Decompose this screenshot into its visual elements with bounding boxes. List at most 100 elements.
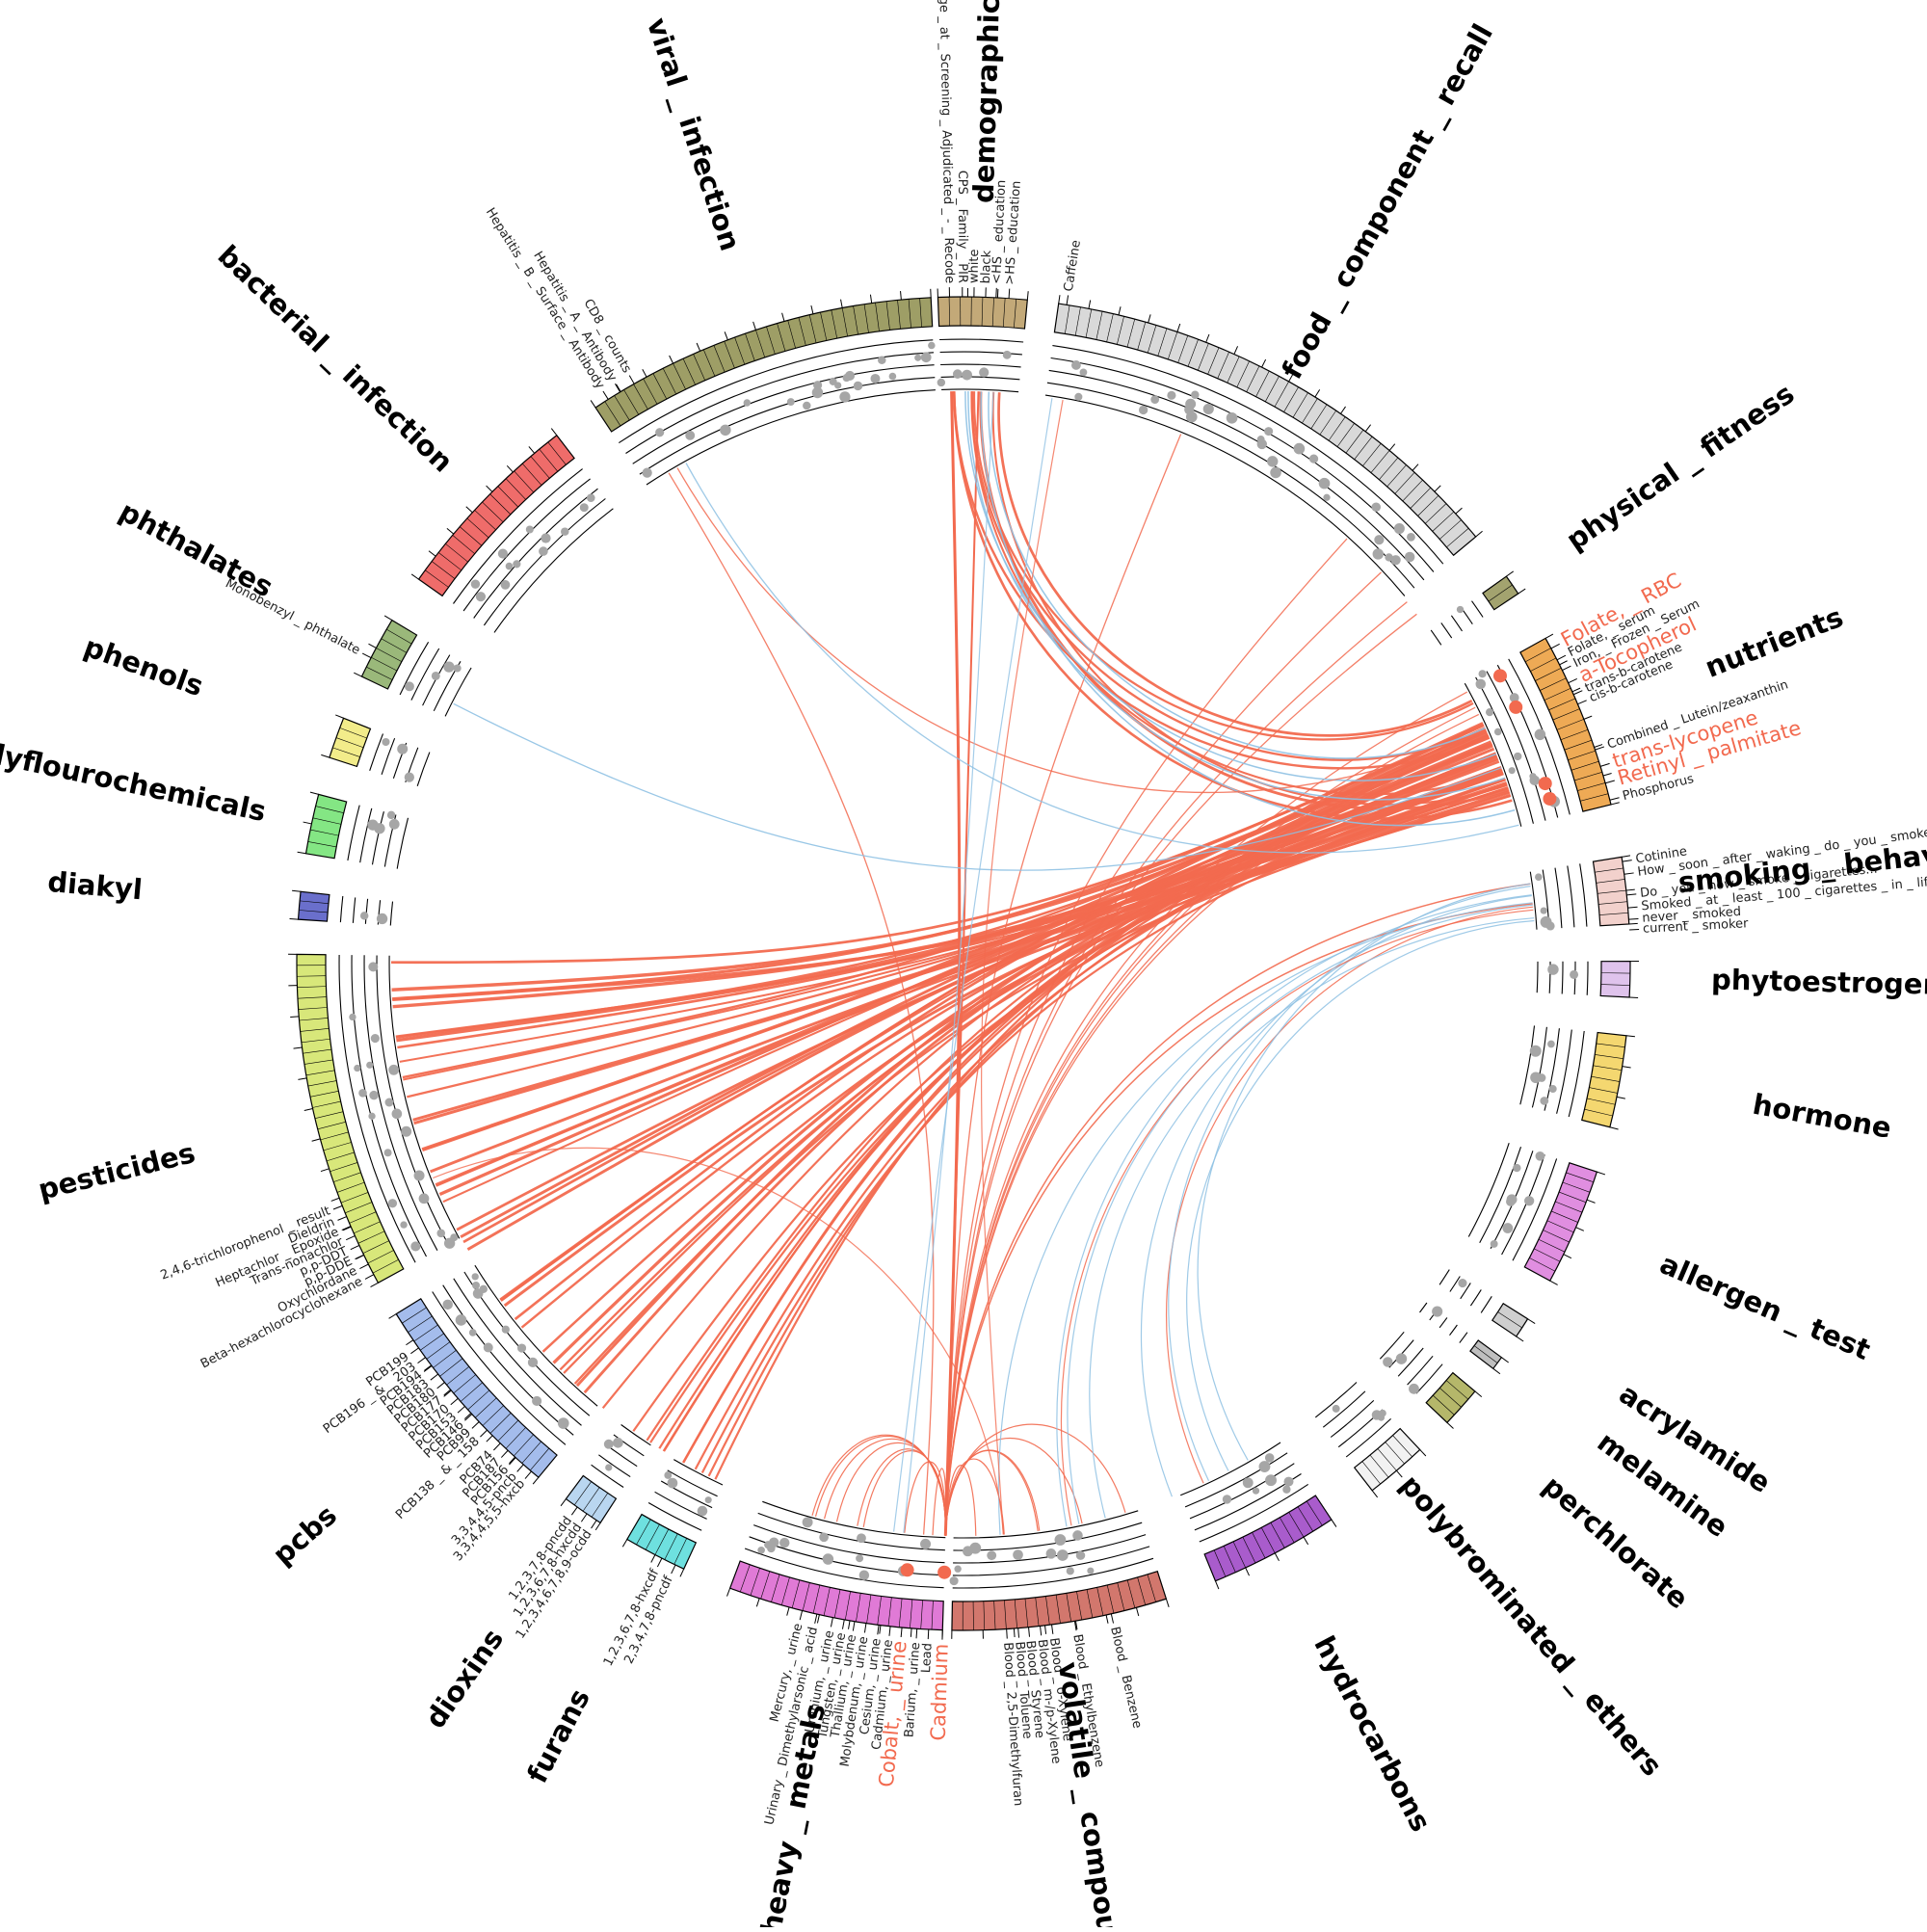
- heavy-metals-tick: [787, 1607, 789, 1616]
- phytoestrogens-point: [1547, 964, 1558, 974]
- variable-label-tick: [437, 1383, 445, 1389]
- pesticides-point: [436, 1230, 445, 1238]
- highlighted-variable-point: [1509, 701, 1522, 714]
- variable-label-tick: [1605, 781, 1615, 783]
- food-component-recall-tick: [1315, 389, 1320, 397]
- category-label-polyflourochemicals: polyflourochemicals: [0, 729, 269, 828]
- volatile-compounds-point: [1072, 1530, 1083, 1541]
- nutrients-point: [1475, 679, 1486, 690]
- bacterial-infection-point: [498, 548, 508, 558]
- physical-fitness-ring-2: [1451, 616, 1462, 631]
- food-component-recall-tick: [1089, 300, 1091, 308]
- pesticides-point: [366, 1062, 373, 1069]
- variable-label-tick: [493, 1443, 500, 1450]
- variable-label-tick: [431, 1374, 438, 1380]
- hydrocarbons-tick: [1246, 1568, 1250, 1575]
- smoking-behavior-point: [1541, 907, 1547, 913]
- variable-label-tick: [916, 1628, 917, 1638]
- pesticides-point: [384, 1149, 392, 1156]
- food-component-recall-tick: [1206, 334, 1209, 342]
- food-component-recall-tick: [1476, 531, 1483, 537]
- positive-link: [664, 746, 1492, 1451]
- perchlorate-tick: [1447, 1422, 1454, 1428]
- category-label-bacterial-infection: bacterial _ infection: [212, 239, 460, 479]
- diakyl-ring-0: [390, 902, 392, 926]
- hormone-tick: [1623, 1067, 1631, 1068]
- diakyl-ring-4: [340, 896, 342, 922]
- variable-label-tick: [842, 1620, 844, 1629]
- volatile-compounds-point: [950, 1576, 959, 1585]
- demographics-point: [953, 369, 963, 379]
- category-label-food-component-recall: food _ component _ recall: [1275, 18, 1499, 384]
- pcbs-tick: [487, 1436, 492, 1442]
- pesticides-point: [354, 1065, 360, 1072]
- heavy-metals-point: [823, 1553, 833, 1564]
- pesticides-point: [401, 1126, 411, 1137]
- variable-label-tick: [418, 1358, 426, 1363]
- acrylamide-tick: [1528, 1319, 1536, 1324]
- pesticides-point: [392, 1109, 403, 1120]
- phthalates-ring-0: [445, 668, 471, 716]
- nutrients-tick: [1603, 773, 1612, 776]
- variable-label-tick: [1626, 894, 1636, 895]
- positive-link: [683, 754, 1495, 1463]
- allergen-test-tick: [1597, 1172, 1605, 1175]
- viral-infection-point: [889, 373, 897, 381]
- demographics-point: [1003, 351, 1012, 359]
- polybrominated-ethers-tick: [1396, 1470, 1402, 1477]
- smoking-behavior-tick: [1626, 889, 1635, 890]
- variable-label-tick: [517, 1465, 524, 1472]
- diakyl-tick: [290, 919, 299, 920]
- nutrients-point: [1535, 729, 1546, 741]
- phenols-tick: [335, 715, 343, 718]
- dioxins-point: [604, 1440, 614, 1449]
- viral-infection-ring-1: [640, 378, 935, 475]
- volatile-compounds-tick: [1045, 1626, 1046, 1634]
- heavy-metals-tick: [880, 1626, 881, 1634]
- pcbs-point: [502, 1326, 510, 1334]
- perchlorate-point: [1409, 1384, 1419, 1394]
- volatile-compounds-ring-1: [953, 1522, 1142, 1550]
- nutrients-tick: [1560, 661, 1568, 665]
- pcbs-point: [472, 1273, 479, 1280]
- variable-label: Beta-hexachlorocyclohexane: [198, 1275, 365, 1372]
- variable-label-tick: [333, 1205, 342, 1209]
- nutrients-point: [1514, 753, 1521, 760]
- link: [1057, 895, 1532, 1527]
- bacterial-infection-tick: [551, 429, 556, 436]
- pesticides-point: [410, 1241, 420, 1251]
- positive-link: [575, 793, 1510, 1384]
- furans-ring-3: [655, 1492, 707, 1519]
- pesticides-point: [369, 1091, 378, 1099]
- melamine-ring-3: [1450, 1325, 1458, 1336]
- heavy-metals-point: [779, 1538, 789, 1548]
- diakyl-ring-3: [353, 897, 355, 923]
- pcbs-tick: [509, 1457, 515, 1464]
- food-component-recall-tick: [1148, 314, 1150, 323]
- demographics-point: [979, 367, 989, 377]
- heavy-metals-tick: [727, 1588, 730, 1596]
- variable-label-tick: [365, 1275, 374, 1280]
- pesticides-tick: [290, 1017, 299, 1018]
- melamine-ring-4: [1460, 1333, 1467, 1343]
- bacterial-infection-tick: [529, 446, 535, 453]
- variable-label: Blood _ Benzene: [1107, 1626, 1144, 1730]
- bacterial-infection-point: [539, 546, 548, 556]
- food-component-recall-tick: [1059, 295, 1060, 304]
- acrylamide-point: [1458, 1279, 1466, 1287]
- food-component-recall-tick: [1365, 425, 1370, 432]
- variable-label-tick: [1610, 798, 1620, 800]
- variable-label-tick: [480, 1430, 487, 1437]
- allergen-test-tick: [1587, 1200, 1595, 1203]
- link: [1090, 918, 1534, 1519]
- smoking-behavior-tick: [1622, 856, 1630, 857]
- viral-infection-point: [685, 431, 695, 440]
- phthalates-point: [405, 681, 414, 691]
- viral-infection-tick: [591, 400, 595, 408]
- positive-link: [669, 473, 934, 1535]
- positive-link: [505, 784, 1507, 1306]
- pesticides-point: [388, 1065, 399, 1075]
- volatile-compounds-point: [1057, 1549, 1069, 1561]
- link: [1187, 921, 1535, 1471]
